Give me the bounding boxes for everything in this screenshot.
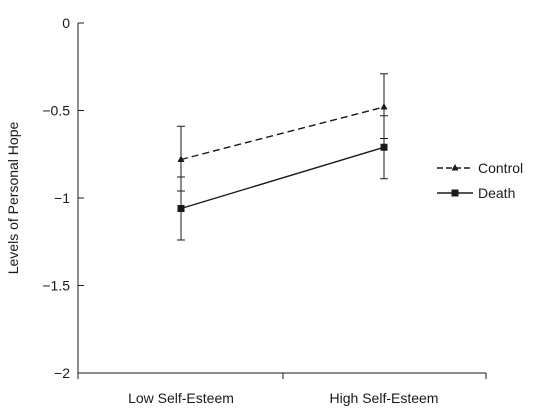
y-tick-label: −1 bbox=[54, 190, 70, 206]
y-tick-label: −1.5 bbox=[42, 278, 70, 294]
legend-label-control: Control bbox=[478, 160, 523, 176]
y-tick-label: −2 bbox=[54, 365, 70, 381]
y-tick-label: −0.5 bbox=[42, 103, 70, 119]
series-death bbox=[177, 115, 388, 241]
x-tick-label: High Self-Esteem bbox=[330, 390, 439, 406]
data-point-control bbox=[380, 103, 388, 110]
legend-marker-death bbox=[451, 189, 459, 197]
legend-label-death: Death bbox=[478, 185, 515, 201]
x-tick-label: Low Self-Esteem bbox=[128, 390, 234, 406]
data-point-death bbox=[380, 143, 388, 151]
legend: Control Death bbox=[437, 160, 523, 201]
y-axis-title: Levels of Personal Hope bbox=[5, 122, 21, 275]
axes bbox=[77, 23, 486, 374]
series-layer bbox=[177, 73, 388, 241]
data-point-death bbox=[177, 205, 185, 212]
x-ticks: Low Self-Esteem High Self-Esteem bbox=[77, 373, 487, 406]
y-ticks: 0 −0.5 −1 −1.5 −2 bbox=[42, 15, 84, 381]
y-tick-label: 0 bbox=[62, 15, 70, 31]
series-line-control bbox=[180, 106, 385, 161]
series-control bbox=[177, 73, 388, 192]
legend-marker-control bbox=[451, 164, 459, 171]
data-point-control bbox=[177, 155, 185, 162]
series-line-death bbox=[180, 146, 385, 210]
